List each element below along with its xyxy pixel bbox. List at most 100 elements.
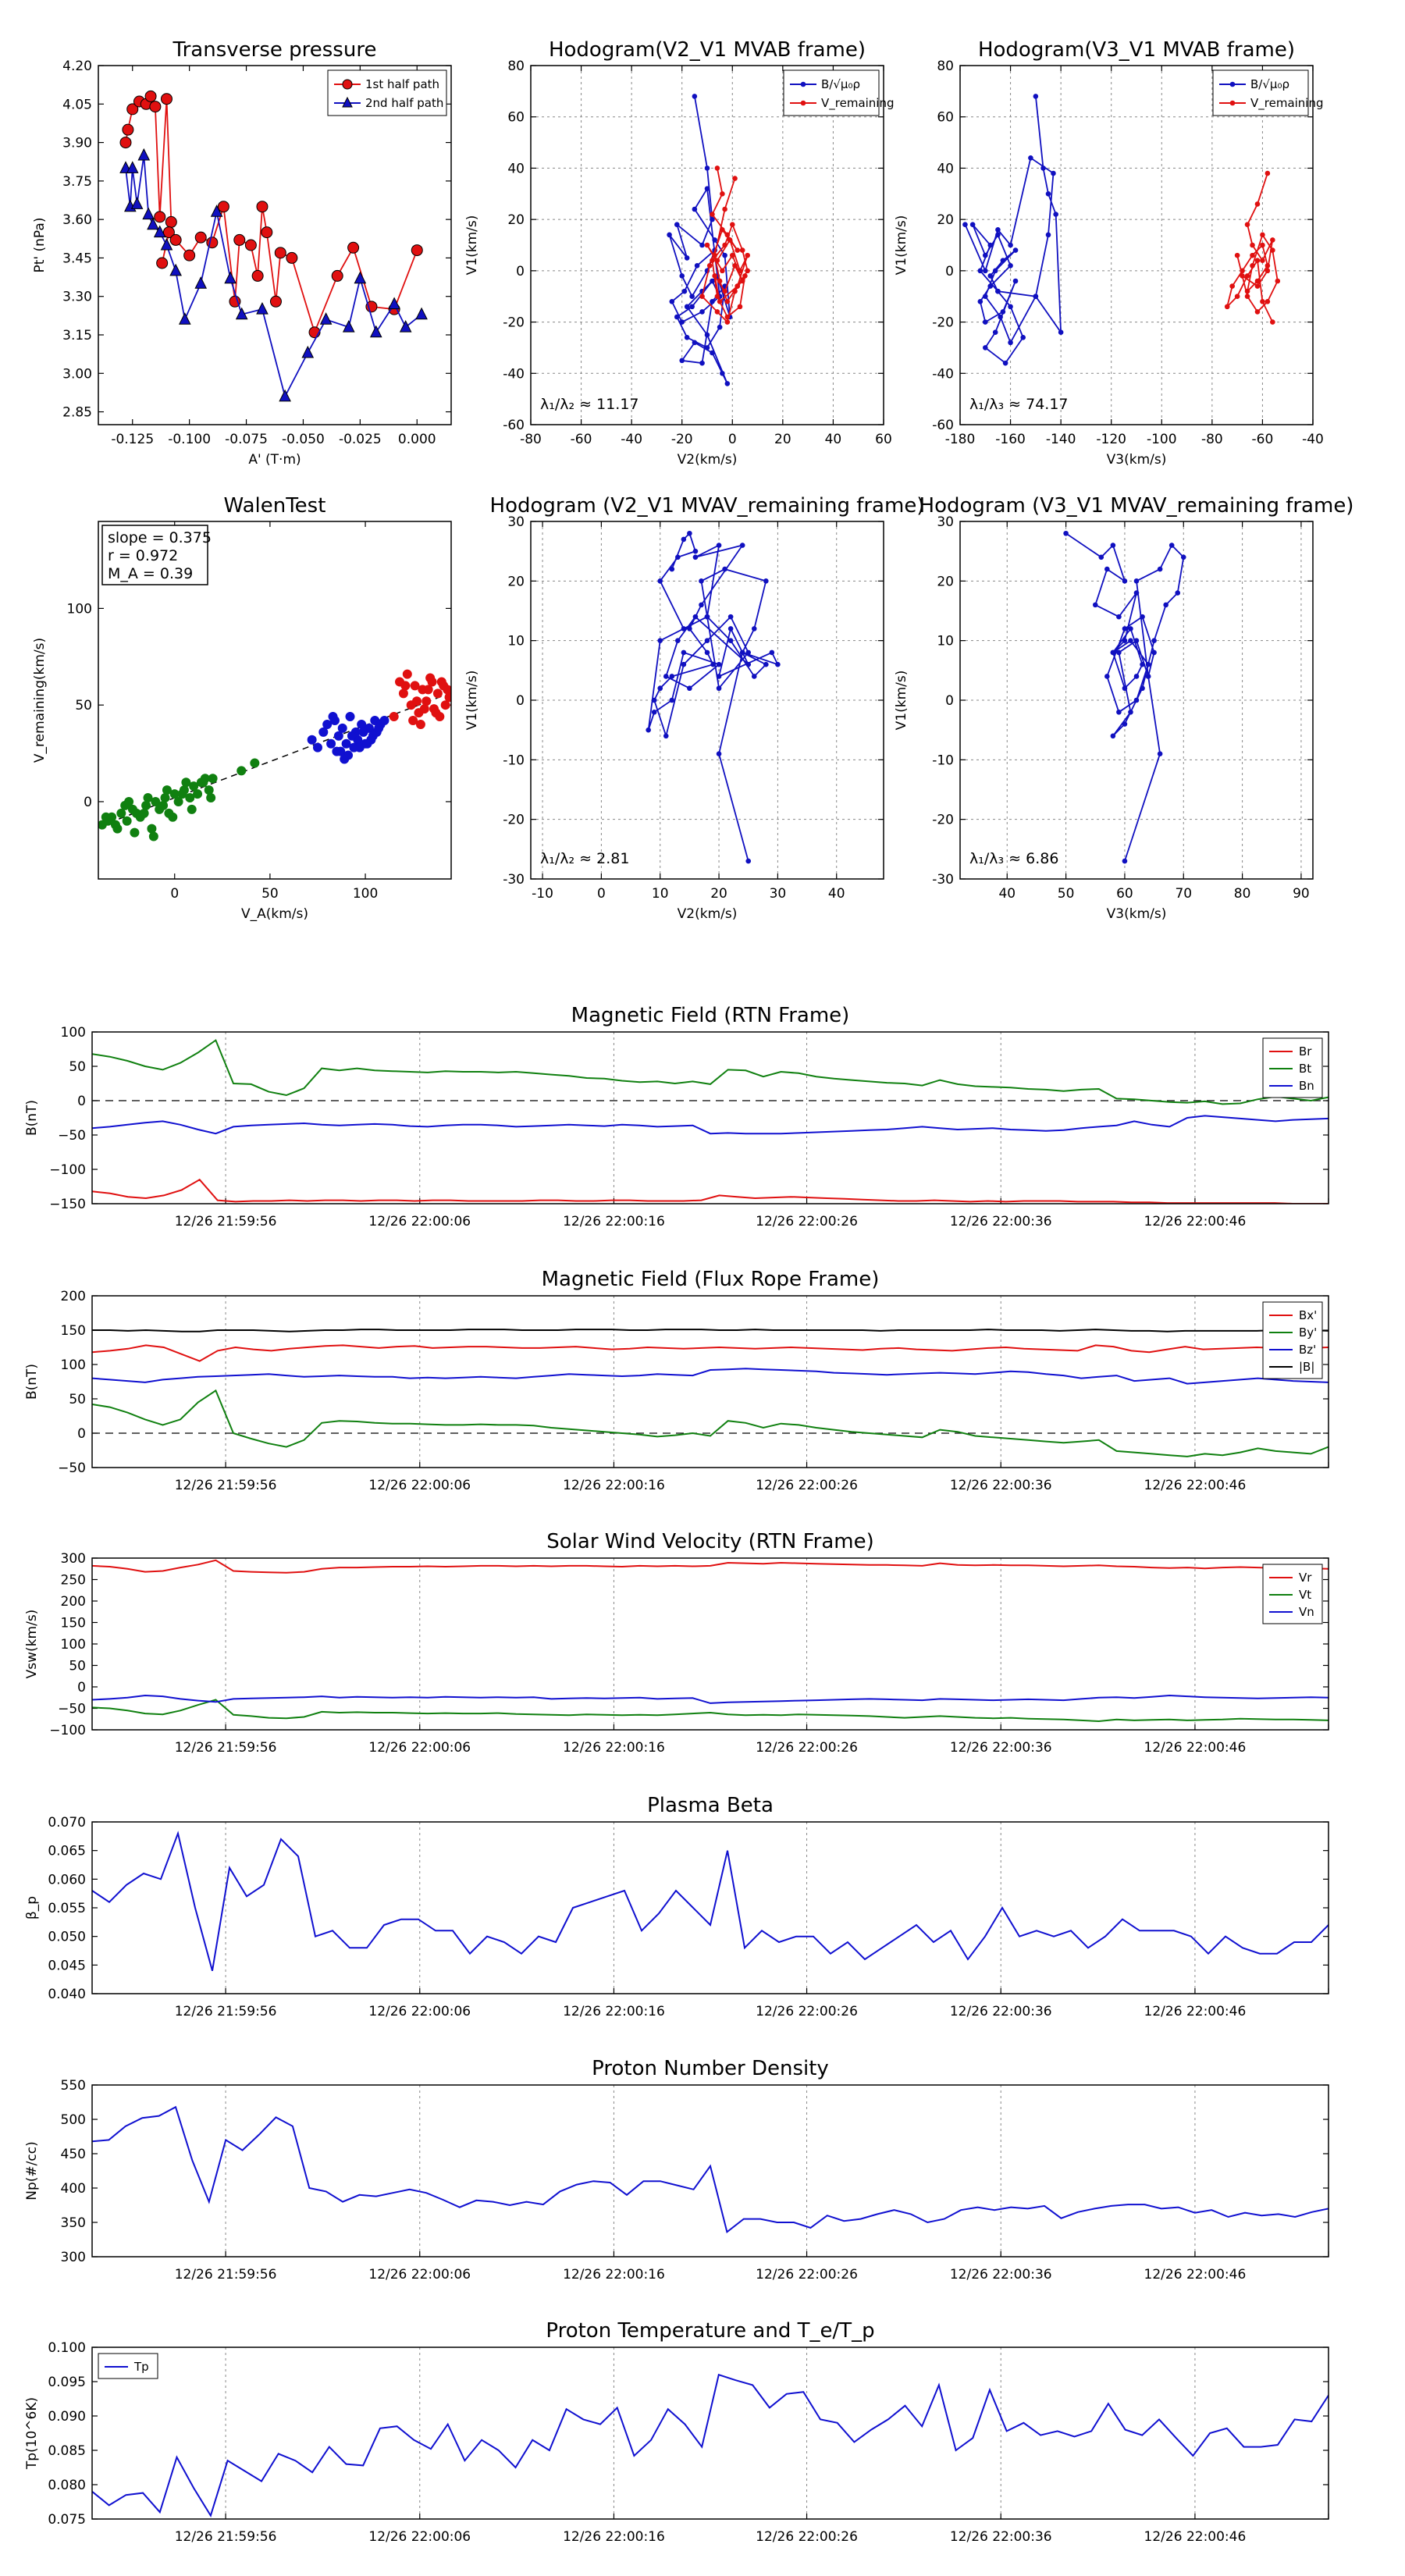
x-tick-label: -120 xyxy=(1096,432,1126,447)
x-tick-label: 40 xyxy=(998,886,1016,902)
scatter-point-blue xyxy=(379,715,389,725)
x-tick-label: -60 xyxy=(571,432,592,447)
x-tick-label: 0 xyxy=(728,432,737,447)
y-tick-label: 4.05 xyxy=(62,97,92,112)
scatter-point-blue xyxy=(328,712,338,722)
point-dot xyxy=(692,94,698,99)
point-dot xyxy=(1104,674,1110,679)
y-tick-label: 0.100 xyxy=(48,2340,86,2356)
legend-label: B/√μ₀ρ xyxy=(821,77,860,91)
point-dot xyxy=(684,304,690,310)
time-tick-label: 12/26 22:00:16 xyxy=(563,2267,665,2282)
point-triangle xyxy=(399,320,412,333)
axes-frame xyxy=(98,65,452,425)
y-tick-label: −150 xyxy=(49,1197,86,1212)
y-tick-label: −50 xyxy=(58,1702,86,1717)
plot-area xyxy=(92,1831,1329,1971)
point-dot xyxy=(712,237,717,243)
time-tick-label: 12/26 21:59:56 xyxy=(175,2004,277,2019)
point-dot xyxy=(1254,309,1261,315)
point-circle xyxy=(331,269,343,282)
point-circle xyxy=(261,226,273,239)
point-dot xyxy=(735,283,741,289)
legend: B/√μ₀ρ V_remaining xyxy=(783,69,895,116)
point-circle xyxy=(233,233,246,246)
point-circle xyxy=(286,251,298,264)
axes-frame xyxy=(91,1557,1329,1731)
legend-box xyxy=(783,69,880,116)
point-triangle xyxy=(147,217,159,230)
scatter-point-blue xyxy=(357,719,367,729)
point-dot xyxy=(716,685,722,692)
scatter-point-green xyxy=(162,785,172,795)
point-dot xyxy=(729,252,735,258)
point-dot xyxy=(706,262,713,269)
scatter-point-green xyxy=(148,831,158,841)
axes-frame xyxy=(530,521,884,880)
point-triangle xyxy=(169,263,182,276)
plot-area xyxy=(92,1329,1329,1457)
time-tick-label: 12/26 21:59:56 xyxy=(175,1740,277,1756)
point-dot xyxy=(710,216,715,222)
point-dot xyxy=(727,626,734,632)
point-triangle xyxy=(142,207,155,220)
point-dot xyxy=(1151,649,1157,656)
y-tick-label: -60 xyxy=(932,418,954,433)
time-tick-label: 12/26 22:00:26 xyxy=(756,2267,858,2282)
scatter-point-blue xyxy=(358,727,368,737)
legend-label: Bx' xyxy=(1299,1308,1317,1322)
point-circle xyxy=(269,295,282,308)
point-dot xyxy=(1260,232,1265,238)
plot-area xyxy=(667,94,750,386)
point-dot xyxy=(1264,298,1271,304)
point-circle xyxy=(144,90,157,102)
point-dot xyxy=(987,283,994,289)
scatter-point-green xyxy=(189,781,199,792)
y-tick-label: 550 xyxy=(61,2078,86,2094)
y-tick-label: 10 xyxy=(937,634,954,649)
legend: Vr Vt Vn xyxy=(1262,1564,1323,1624)
point-dot xyxy=(1250,252,1255,258)
time-tick-label: 12/26 22:00:26 xyxy=(756,1478,858,1493)
point-dot xyxy=(732,176,738,181)
y-tick-label: 60 xyxy=(507,110,525,126)
point-dot xyxy=(745,252,750,258)
point-dot xyxy=(998,314,1003,320)
x-axis-label: V2(km/s) xyxy=(678,452,738,468)
point-dot xyxy=(1254,283,1261,289)
y-tick-label: 300 xyxy=(61,1551,86,1567)
y-tick-label: -30 xyxy=(932,872,954,888)
point-dot xyxy=(1145,661,1151,667)
point-dot xyxy=(1008,340,1013,346)
point-dot xyxy=(775,661,781,667)
legend-label: 2nd half path xyxy=(365,96,443,110)
panel-walen: 0 50 100 0 50 100 WalenTest V_A(km/s) V_remainin… xyxy=(32,494,452,922)
point-dot xyxy=(1116,614,1122,620)
scatter-point-red xyxy=(435,712,445,722)
point-dot xyxy=(763,578,769,584)
time-tick-label: 12/26 22:00:06 xyxy=(368,1740,471,1756)
point-dot xyxy=(1260,258,1265,264)
point-dot xyxy=(712,273,717,279)
y-tick-label: 100 xyxy=(67,601,92,617)
y-tick-label: 0.070 xyxy=(48,1815,86,1831)
point-dot xyxy=(704,165,710,171)
point-dot xyxy=(717,278,723,284)
legend-marker xyxy=(342,79,353,90)
point-dot xyxy=(651,697,657,703)
point-triangle xyxy=(369,325,382,338)
scatter-point-blue xyxy=(312,742,322,753)
y-tick-label: 30 xyxy=(507,514,525,530)
point-dot xyxy=(710,298,715,304)
x-tick-label: 20 xyxy=(710,886,727,902)
time-tick-label: 12/26 22:00:46 xyxy=(1144,1478,1247,1493)
legend-marker xyxy=(342,96,353,108)
point-dot xyxy=(722,206,727,212)
scatter-point-green xyxy=(173,796,183,806)
scatter-point-red xyxy=(410,681,420,691)
y-tick-label: 400 xyxy=(61,2181,86,2197)
point-triangle xyxy=(130,197,144,209)
point-dot xyxy=(1157,751,1163,756)
time-tick-label: 12/26 22:00:16 xyxy=(563,1478,665,1493)
y-tick-label: −50 xyxy=(58,1461,86,1476)
